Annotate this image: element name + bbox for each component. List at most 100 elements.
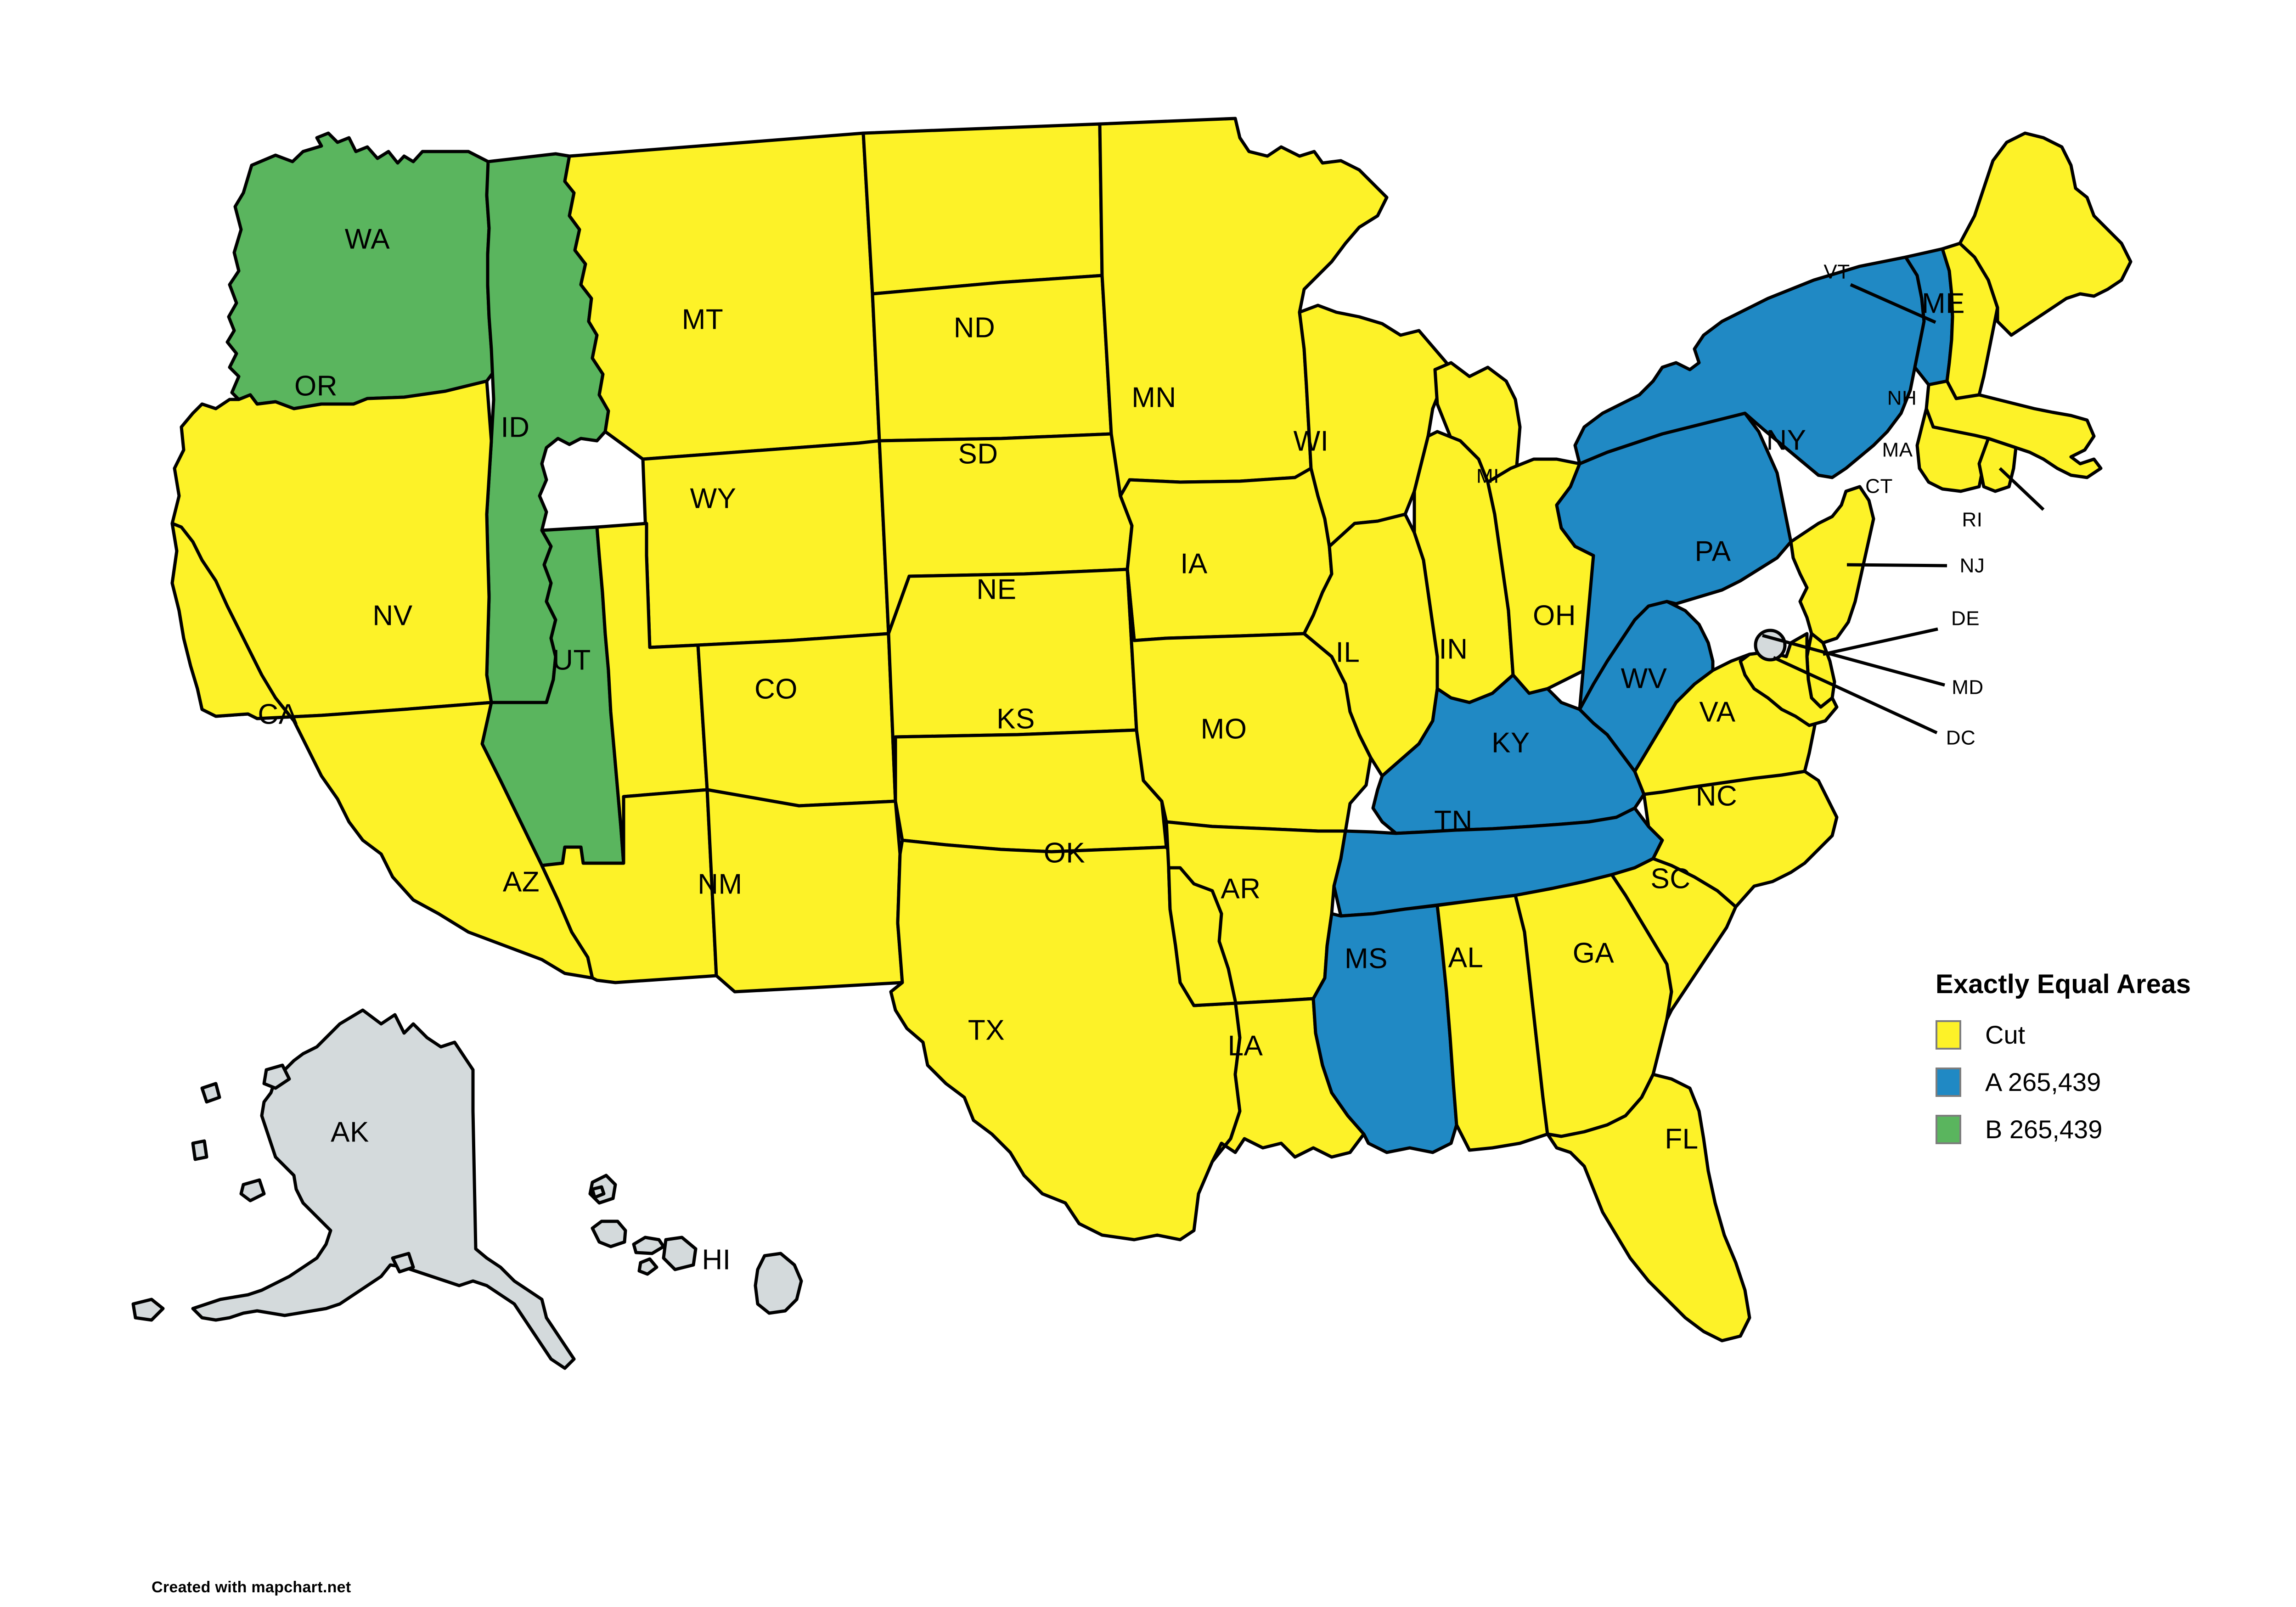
- label-AK: AK: [331, 1116, 369, 1148]
- dc-marker-dot[interactable]: [1754, 629, 1787, 662]
- state-HI-island-3: [632, 1236, 665, 1255]
- legend-swatch-cut: [1936, 1020, 1961, 1050]
- callout-line-NJ: [1846, 563, 1947, 568]
- label-NH: NH: [1887, 387, 1917, 410]
- label-KY: KY: [1491, 727, 1530, 759]
- label-IL: IL: [1336, 636, 1360, 668]
- state-UT[interactable]: [595, 522, 709, 865]
- label-NY: NY: [1766, 424, 1806, 456]
- label-ME: ME: [1922, 287, 1965, 319]
- state-AK-island-3: [239, 1178, 266, 1202]
- label-NE: NE: [976, 573, 1016, 605]
- state-AK-island-1: [262, 1063, 291, 1090]
- label-AL: AL: [1448, 942, 1484, 973]
- label-IN: IN: [1439, 633, 1468, 665]
- state-HI-island-2: [591, 1219, 627, 1248]
- label-RI: RI: [1962, 509, 1983, 531]
- state-AK-island-6: [391, 1252, 415, 1274]
- label-NM: NM: [698, 868, 742, 900]
- callout-line-MD: [1762, 634, 1945, 687]
- label-MD: MD: [1952, 676, 1983, 699]
- label-AZ: AZ: [503, 866, 540, 898]
- state-CO[interactable]: [696, 632, 897, 808]
- label-MA: MA: [1882, 439, 1913, 461]
- label-LA: LA: [1228, 1030, 1263, 1062]
- attribution-text: Created with mapchart.net: [152, 1579, 351, 1596]
- label-FL: FL: [1665, 1123, 1698, 1155]
- state-AK-island-2: [131, 1298, 165, 1322]
- legend-label-a: A 265,439: [1985, 1068, 2101, 1096]
- label-NV: NV: [372, 600, 412, 631]
- state-WA[interactable]: [225, 131, 495, 410]
- label-DC: DC: [1946, 727, 1976, 749]
- state-IA[interactable]: [1119, 466, 1334, 642]
- label-NJ: NJ: [1960, 555, 1985, 577]
- state-NJ[interactable]: [1789, 485, 1875, 645]
- state-HI-island-6: [754, 1252, 803, 1315]
- label-TX: TX: [968, 1014, 1005, 1046]
- state-AK-island-4: [191, 1139, 208, 1161]
- label-CO: CO: [754, 673, 798, 705]
- state-FL[interactable]: [1546, 1073, 1751, 1343]
- legend-swatch-a: [1936, 1067, 1961, 1097]
- label-VT: VT: [1823, 261, 1850, 283]
- label-ND: ND: [954, 312, 996, 343]
- legend-row-a[interactable]: A 265,439: [1936, 1067, 2229, 1097]
- callout-line-DC: [1773, 656, 1938, 735]
- label-ID: ID: [501, 411, 530, 443]
- label-OR: OR: [294, 370, 338, 402]
- label-MN: MN: [1131, 382, 1176, 413]
- callout-line-VT: [1850, 283, 1936, 324]
- state-CA[interactable]: [170, 522, 594, 980]
- label-VA: VA: [1699, 696, 1735, 728]
- label-DE: DE: [1951, 607, 1980, 630]
- label-MT: MT: [682, 303, 724, 335]
- label-KS: KS: [996, 703, 1035, 735]
- label-SC: SC: [1650, 863, 1690, 894]
- label-HI: HI: [702, 1244, 731, 1275]
- state-SD[interactable]: [871, 274, 1113, 443]
- label-CA: CA: [258, 698, 298, 730]
- state-HI-island-4: [637, 1257, 658, 1276]
- map-legend: Exactly Equal Areas Cut A 265,439 B 265,…: [1936, 969, 2229, 1162]
- label-MS: MS: [1345, 943, 1388, 974]
- label-OH: OH: [1533, 600, 1576, 631]
- label-CT: CT: [1865, 475, 1893, 498]
- state-AK-island-5: [200, 1082, 221, 1104]
- label-MI: MI: [1476, 465, 1499, 488]
- label-IA: IA: [1180, 548, 1208, 579]
- legend-swatch-b: [1936, 1114, 1961, 1144]
- state-AK[interactable]: [191, 1008, 576, 1370]
- state-MT[interactable]: [563, 131, 881, 461]
- state-AZ[interactable]: [540, 788, 718, 984]
- legend-title: Exactly Equal Areas: [1936, 969, 2191, 999]
- state-OK[interactable]: [894, 728, 1168, 854]
- legend-label-b: B 265,439: [1985, 1115, 2103, 1144]
- state-HI-island-7: [591, 1185, 606, 1199]
- state-ME[interactable]: [1958, 131, 2133, 337]
- legend-row-cut[interactable]: Cut: [1936, 1020, 2229, 1050]
- label-GA: GA: [1573, 937, 1615, 969]
- legend-row-b[interactable]: B 265,439: [1936, 1114, 2229, 1144]
- callout-line-DE: [1823, 627, 1938, 656]
- label-UT: UT: [552, 644, 591, 676]
- label-NC: NC: [1696, 780, 1738, 812]
- state-MO[interactable]: [1125, 568, 1373, 833]
- state-ND[interactable]: [861, 122, 1104, 296]
- label-MO: MO: [1201, 713, 1247, 745]
- label-WA: WA: [345, 223, 390, 255]
- label-AR: AR: [1221, 873, 1261, 905]
- label-WI: WI: [1294, 425, 1329, 457]
- callout-line-RI: [1998, 467, 2045, 511]
- legend-label-cut: Cut: [1985, 1020, 2026, 1049]
- state-WY[interactable]: [641, 439, 890, 649]
- label-SD: SD: [958, 438, 998, 470]
- label-WV: WV: [1621, 663, 1667, 694]
- state-RI[interactable]: [1977, 437, 2018, 493]
- label-OK: OK: [1044, 837, 1086, 869]
- label-TN: TN: [1434, 805, 1473, 837]
- label-WY: WY: [690, 483, 737, 514]
- state-HI-island-5: [662, 1236, 698, 1271]
- state-NY[interactable]: [1573, 255, 1926, 479]
